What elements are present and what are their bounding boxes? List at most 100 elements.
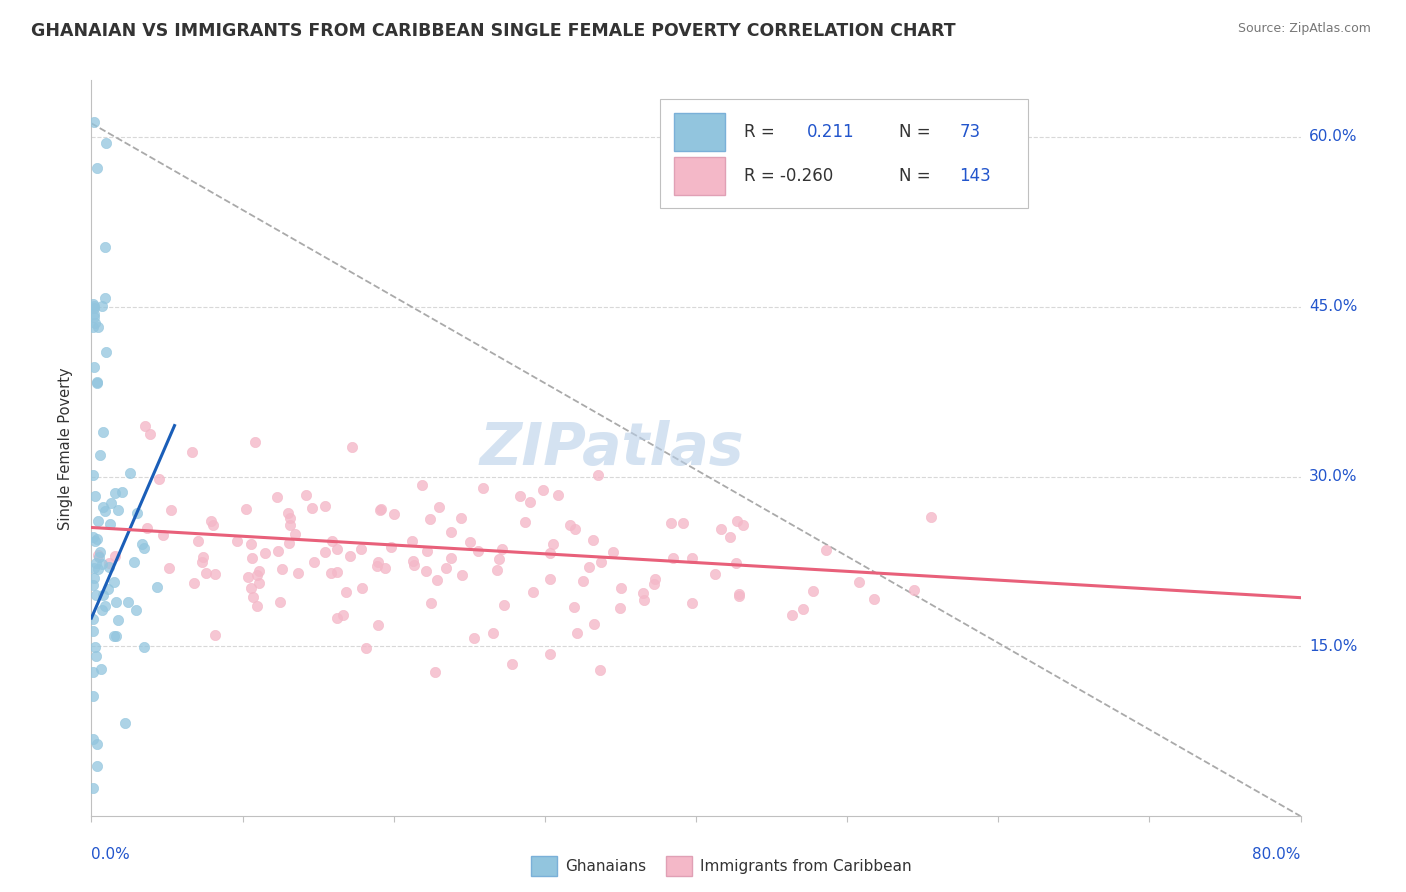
Point — [492, 598, 515, 612]
Point — [681, 596, 703, 610]
Point — [920, 509, 942, 524]
Point — [104, 594, 127, 608]
Point — [401, 534, 423, 549]
Point — [94, 136, 117, 151]
Point — [134, 541, 156, 555]
Point — [240, 550, 263, 565]
Point — [86, 161, 108, 175]
Point — [111, 484, 134, 499]
Point — [83, 489, 105, 503]
Point — [631, 586, 654, 600]
Point — [488, 552, 510, 566]
Point — [89, 545, 111, 559]
Point — [440, 551, 463, 566]
Point — [450, 510, 472, 524]
Point — [814, 543, 837, 558]
Point — [136, 521, 159, 535]
Point — [287, 566, 309, 581]
Point — [82, 530, 104, 544]
Point — [450, 568, 472, 582]
Point — [269, 595, 291, 609]
Point — [83, 561, 105, 575]
Point — [86, 737, 108, 751]
Point — [82, 690, 104, 704]
Point — [356, 641, 378, 656]
Point — [485, 563, 508, 577]
Point — [100, 496, 122, 510]
Point — [582, 617, 605, 632]
Point — [304, 555, 326, 569]
Point — [83, 640, 105, 655]
Point — [82, 320, 104, 334]
Point — [538, 572, 561, 586]
Point — [339, 549, 361, 563]
Text: GHANAIAN VS IMMIGRANTS FROM CARIBBEAN SINGLE FEMALE POVERTY CORRELATION CHART: GHANAIAN VS IMMIGRANTS FROM CARIBBEAN SI… — [31, 22, 956, 40]
Point — [247, 576, 270, 591]
Text: 0.211: 0.211 — [807, 123, 855, 141]
Point — [482, 626, 505, 640]
Point — [609, 601, 631, 615]
Point — [87, 320, 110, 334]
Point — [82, 732, 104, 747]
FancyBboxPatch shape — [675, 112, 725, 151]
Point — [538, 648, 561, 662]
Point — [152, 528, 174, 542]
Point — [86, 376, 108, 390]
Point — [541, 536, 564, 550]
Point — [104, 486, 127, 500]
Point — [94, 345, 117, 359]
Point — [440, 524, 463, 539]
Point — [633, 593, 655, 607]
Point — [236, 570, 259, 584]
Point — [87, 561, 110, 575]
Point — [83, 299, 105, 313]
Point — [588, 664, 610, 678]
Text: R = -0.260: R = -0.260 — [744, 167, 834, 185]
Point — [547, 488, 569, 502]
Point — [411, 478, 433, 492]
Point — [458, 534, 481, 549]
Point — [239, 581, 262, 595]
Point — [103, 575, 125, 590]
Point — [83, 115, 105, 129]
Point — [426, 573, 449, 587]
Point — [280, 511, 302, 525]
Point — [86, 376, 108, 390]
Point — [848, 574, 870, 589]
Point — [643, 576, 665, 591]
Text: Immigrants from Caribbean: Immigrants from Caribbean — [700, 859, 912, 873]
Point — [235, 502, 257, 516]
Text: 45.0%: 45.0% — [1309, 299, 1357, 314]
Text: N =: N = — [898, 123, 936, 141]
Point — [83, 359, 105, 374]
Point — [374, 561, 396, 575]
Point — [903, 582, 925, 597]
Point — [107, 613, 129, 627]
Point — [463, 632, 485, 646]
Point — [82, 612, 104, 626]
Point — [122, 554, 145, 568]
Point — [728, 587, 751, 601]
Point — [183, 576, 205, 591]
Point — [139, 426, 162, 441]
Point — [467, 543, 489, 558]
Point — [513, 515, 536, 529]
Point — [602, 545, 624, 559]
Point — [187, 534, 209, 549]
Point — [148, 472, 170, 486]
Point — [103, 628, 125, 642]
Point — [87, 514, 110, 528]
Point — [114, 716, 136, 731]
Text: 0.0%: 0.0% — [91, 847, 131, 862]
Point — [709, 522, 731, 536]
Text: 80.0%: 80.0% — [1253, 847, 1301, 862]
Point — [419, 512, 441, 526]
Point — [242, 590, 264, 604]
Point — [780, 607, 803, 622]
Point — [402, 558, 425, 572]
Point — [82, 624, 104, 638]
Point — [863, 591, 886, 606]
Point — [87, 549, 110, 563]
Point — [332, 607, 354, 622]
Point — [246, 599, 269, 613]
